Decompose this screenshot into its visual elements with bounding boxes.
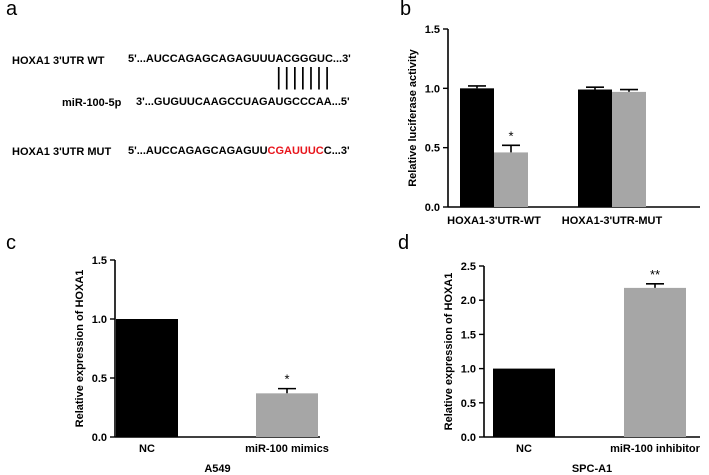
mut-sequence: 5'...AUCCAGAGCAGAGUUCGAUUUCC...3' <box>128 145 350 157</box>
mut-label: HOXA1 3'UTR MUT <box>12 146 112 158</box>
significance-star-d: ** <box>650 267 660 282</box>
y-tick-label-d: 2.5 <box>461 261 476 273</box>
x-axis-label-d: SPC-A1 <box>572 463 612 475</box>
mut-seq-mutated-site: CGAUUUC <box>267 145 324 157</box>
y-tick-label-c: 1.0 <box>92 314 107 326</box>
mut-seq-suffix: C...3' <box>323 145 350 157</box>
pairing-lines: ||||||| <box>276 64 333 91</box>
y-tick-label-d: 0.0 <box>461 432 476 444</box>
y-tick-label-d: 0.5 <box>461 398 476 410</box>
y-tick-label-c: 0.0 <box>92 432 107 444</box>
y-tick-label-d: 1.0 <box>461 364 476 376</box>
y-axis-label-d: Relative expression of HOXA1 <box>443 273 455 431</box>
panel-letter-d: d <box>398 232 410 254</box>
x-axis-label-c: A549 <box>204 463 230 475</box>
x-tick-label-b: HOXA1-3'UTR-WT <box>447 215 541 227</box>
y-tick-label-b: 0.0 <box>425 202 440 214</box>
significance-star-c: * <box>284 372 289 387</box>
y-tick-label-d: 1.5 <box>461 329 476 341</box>
panel-letter-b: b <box>400 0 412 20</box>
y-axis-label-b: Relative luciferase activity <box>407 48 419 186</box>
x-tick-label-c: miR-100 mimics <box>245 443 329 455</box>
mut-seq-prefix: 5'...AUCCAGAGCAGAGUU <box>128 145 268 157</box>
panel-letter-a: a <box>6 0 18 20</box>
mirna-sequence: 3'...GUGUUCAAGCCUAGAUGCCCAA...5' <box>136 96 350 108</box>
y-tick-label-c: 0.5 <box>92 373 107 385</box>
bar-c <box>256 393 318 437</box>
y-tick-label-b: 1.0 <box>425 83 440 95</box>
x-tick-label-c: NC <box>139 443 155 455</box>
bar-c <box>116 319 178 437</box>
y-tick-label-d: 2.0 <box>461 295 476 307</box>
y-tick-label-c: 1.5 <box>92 255 107 267</box>
bar-d <box>493 368 555 437</box>
y-axis-label-c: Relative expression of HOXA1 <box>74 270 86 428</box>
bar-d <box>624 287 686 437</box>
y-tick-label-b: 0.5 <box>425 143 440 155</box>
wt-label: HOXA1 3'UTR WT <box>12 55 105 67</box>
significance-star-b: * <box>508 128 513 143</box>
wt-sequence: 5'...AUCCAGAGCAGAGUUUACGGGUC...3' <box>128 53 351 65</box>
bar-b <box>460 88 494 207</box>
bar-b <box>612 91 646 207</box>
bar-b <box>578 89 612 207</box>
panel-letter-c: c <box>6 232 16 254</box>
bar-b <box>494 152 528 207</box>
x-tick-label-d: NC <box>516 443 532 455</box>
y-tick-label-b: 1.5 <box>425 24 440 36</box>
mirna-label: miR-100-5p <box>62 97 122 109</box>
x-tick-label-d: miR-100 inhibitor <box>610 443 701 455</box>
x-tick-label-b: HOXA1-3'UTR-MUT <box>562 215 663 227</box>
